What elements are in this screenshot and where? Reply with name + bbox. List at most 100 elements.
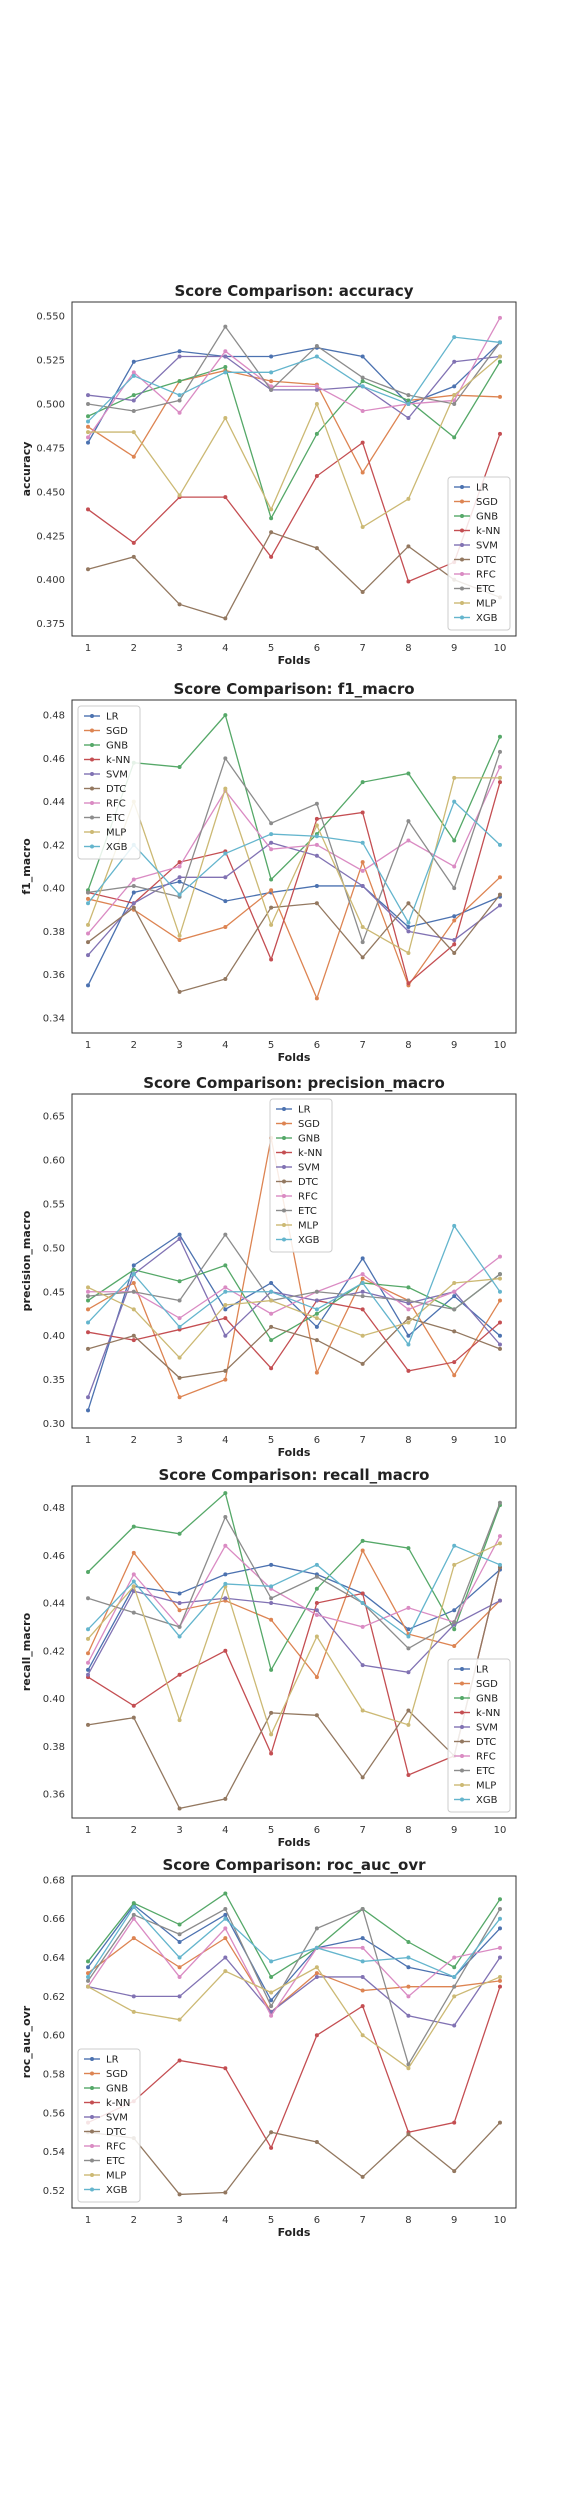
data-point: [86, 1294, 91, 1299]
data-point: [177, 1672, 182, 1677]
data-point: [269, 877, 274, 882]
legend-label: MLP: [476, 599, 496, 610]
y-tick-label: 0.48: [43, 1503, 65, 1514]
data-point: [360, 810, 365, 815]
legend: LR SGD GNB k-NN SVM DTC RFC ETC MLP XGB: [269, 1098, 333, 1253]
data-point: [86, 1965, 91, 1970]
y-tick-label: 0.50: [43, 1243, 65, 1254]
data-point: [131, 373, 136, 378]
data-point: [360, 1307, 365, 1312]
legend-item: MLP: [84, 828, 126, 839]
data-point: [86, 507, 91, 512]
y-axis-label: accuracy: [20, 442, 33, 497]
data-point: [452, 1329, 457, 1334]
data-point: [86, 1660, 91, 1665]
data-point: [86, 890, 91, 895]
data-point: [223, 1515, 228, 1520]
data-point: [360, 1907, 365, 1912]
data-point: [452, 1994, 457, 1999]
series-etc: [86, 749, 502, 945]
data-point: [360, 1272, 365, 1277]
series-line: [87, 1224, 501, 1346]
legend-label: XGB: [106, 2185, 128, 2196]
data-point: [269, 2004, 274, 2009]
y-tick-label: 0.36: [43, 970, 65, 981]
data-point: [177, 933, 182, 938]
data-point: [452, 914, 457, 919]
x-tick-label: 6: [314, 643, 320, 654]
legend-item: XGB: [454, 1795, 498, 1806]
data-point: [86, 1289, 91, 1294]
data-point: [131, 1901, 136, 1906]
data-point: [86, 940, 91, 945]
data-point: [269, 379, 274, 384]
x-tick-label: 2: [131, 1040, 137, 1051]
series-xgb: [86, 1543, 502, 1639]
data-point: [223, 1302, 228, 1307]
legend-item: XGB: [84, 842, 128, 853]
legend-label: RFC: [298, 1192, 318, 1203]
data-point: [269, 554, 274, 559]
y-tick-label: 0.42: [43, 1646, 65, 1657]
data-point: [131, 877, 136, 882]
data-point: [360, 440, 365, 445]
data-point: [406, 579, 411, 584]
data-point: [406, 2066, 411, 2071]
series-line: [87, 1548, 501, 1679]
y-tick-label: 0.62: [43, 1992, 65, 2003]
series-mlp: [86, 354, 502, 530]
series-line: [87, 1892, 501, 1978]
data-point: [406, 1316, 411, 1321]
data-point: [223, 976, 228, 981]
legend-item: DTC: [454, 555, 496, 566]
data-point: [497, 2120, 502, 2125]
data-point: [406, 929, 411, 934]
legend-item: k-NN: [84, 755, 130, 766]
legend-marker: [460, 615, 464, 620]
legend-marker: [90, 844, 94, 849]
data-point: [223, 1907, 228, 1912]
legend-item: DTC: [454, 1737, 496, 1748]
data-point: [269, 2130, 274, 2135]
series-line: [87, 1956, 501, 2027]
data-point: [452, 1289, 457, 1294]
data-point: [406, 920, 411, 925]
data-point: [406, 1285, 411, 1290]
x-tick-label: 3: [176, 1040, 182, 1051]
data-point: [86, 1959, 91, 1964]
legend-marker: [90, 801, 94, 805]
legend-label: SGD: [476, 497, 498, 508]
y-tick-label: 0.58: [43, 2070, 65, 2081]
x-tick-label: 10: [494, 1435, 507, 1446]
y-tick-label: 0.34: [43, 1013, 65, 1024]
legend-label: SGD: [106, 726, 128, 737]
data-point: [131, 883, 136, 888]
legend-label: MLP: [106, 2171, 126, 2182]
data-point: [86, 419, 91, 424]
data-point: [86, 1320, 91, 1325]
data-point: [406, 1333, 411, 1338]
legend-marker: [90, 2115, 94, 2119]
data-point: [177, 493, 182, 498]
data-point: [131, 1280, 136, 1285]
data-point: [86, 567, 91, 572]
chart-title: Score Comparison: roc_auc_ovr: [162, 1856, 426, 1874]
series-etc: [86, 324, 502, 413]
series-line: [87, 1299, 501, 1372]
series-mlp: [86, 1965, 502, 2071]
data-point: [314, 853, 319, 858]
legend-label: ETC: [106, 2156, 125, 2167]
data-point: [269, 530, 274, 535]
data-point: [314, 1926, 319, 1931]
data-point: [223, 1572, 228, 1577]
data-point: [177, 1531, 182, 1536]
data-point: [177, 2192, 182, 2197]
y-tick-label: 0.56: [43, 2108, 65, 2119]
y-tick-label: 0.54: [43, 2147, 65, 2158]
x-tick-label: 2: [131, 643, 137, 654]
data-point: [497, 1276, 502, 1281]
data-point: [497, 359, 502, 364]
y-tick-label: 0.400: [36, 575, 65, 586]
legend-label: SVM: [106, 2113, 128, 2124]
y-tick-label: 0.38: [43, 1742, 65, 1753]
